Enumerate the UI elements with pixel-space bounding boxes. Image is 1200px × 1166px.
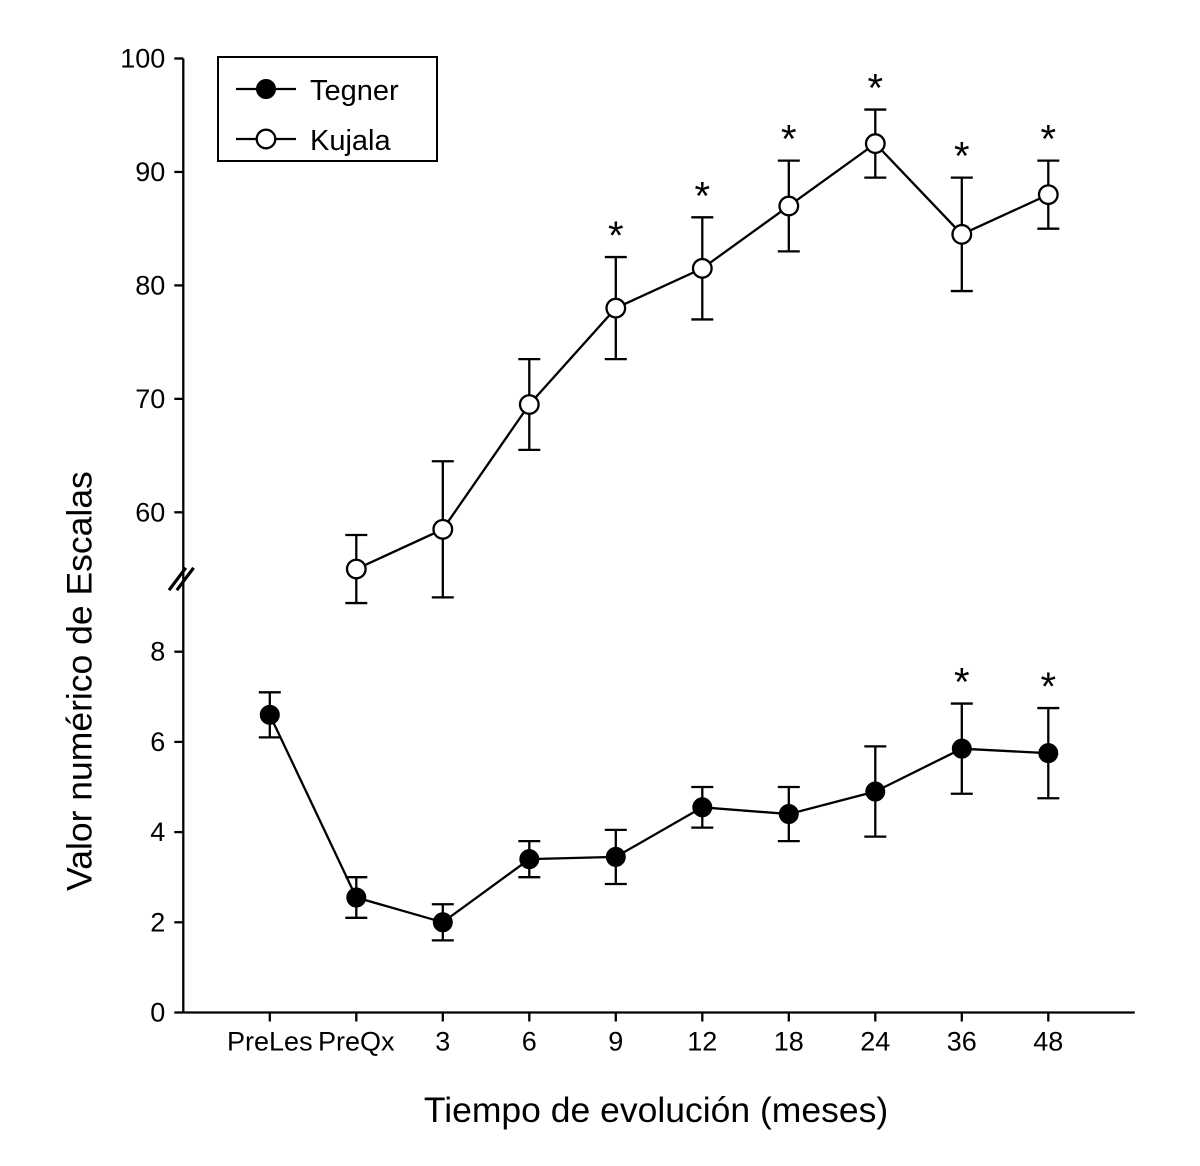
svg-text:PreQx: PreQx (318, 1027, 395, 1057)
svg-text:9: 9 (608, 1027, 623, 1057)
svg-text:*: * (954, 661, 970, 705)
svg-text:4: 4 (150, 817, 165, 847)
svg-text:24: 24 (860, 1027, 890, 1057)
svg-text:60: 60 (135, 497, 165, 527)
svg-text:2: 2 (150, 907, 165, 937)
svg-text:48: 48 (1033, 1027, 1063, 1057)
svg-text:PreLes: PreLes (227, 1027, 313, 1057)
svg-text:100: 100 (120, 44, 165, 74)
svg-text:*: * (608, 214, 624, 258)
svg-text:*: * (695, 174, 711, 218)
svg-text:*: * (781, 118, 797, 162)
svg-text:6: 6 (522, 1027, 537, 1057)
svg-text:0: 0 (150, 998, 165, 1028)
svg-text:70: 70 (135, 384, 165, 414)
svg-text:3: 3 (435, 1027, 450, 1057)
svg-text:36: 36 (947, 1027, 977, 1057)
svg-text:90: 90 (135, 157, 165, 187)
svg-text:12: 12 (687, 1027, 717, 1057)
svg-text:Kujala: Kujala (310, 125, 391, 157)
svg-text:6: 6 (150, 727, 165, 757)
svg-text:Tegner: Tegner (310, 75, 399, 107)
svg-text:*: * (868, 67, 884, 111)
svg-text:80: 80 (135, 270, 165, 300)
svg-text:8: 8 (150, 637, 165, 667)
svg-text:*: * (1041, 665, 1057, 709)
svg-text:*: * (954, 135, 970, 179)
svg-text:18: 18 (774, 1027, 804, 1057)
svg-text:*: * (1041, 118, 1057, 162)
